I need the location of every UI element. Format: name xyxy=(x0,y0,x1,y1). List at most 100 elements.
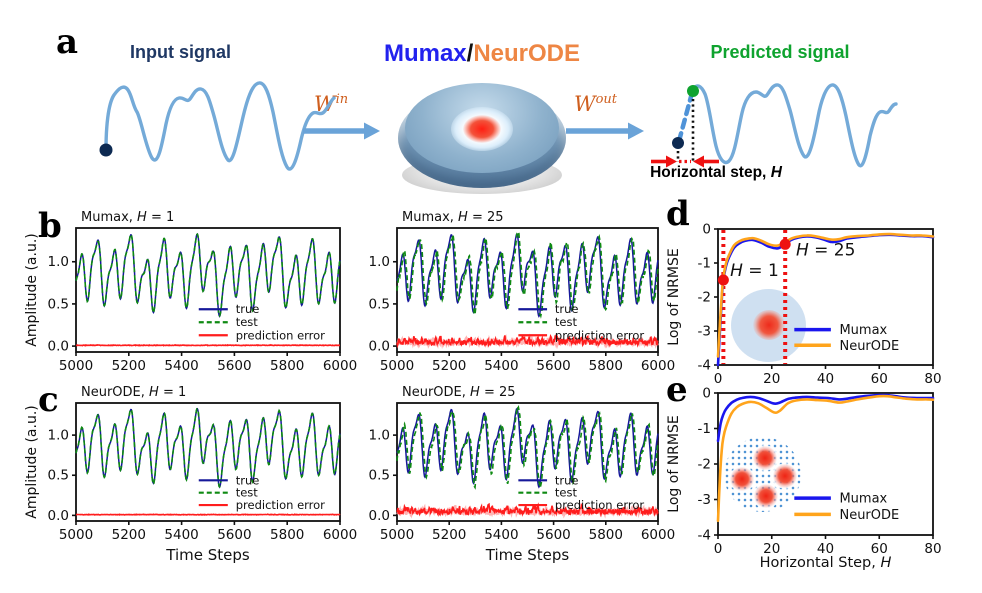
svg-text:Horizontal Step, H: Horizontal Step, H xyxy=(760,555,892,571)
svg-text:-4: -4 xyxy=(698,358,711,374)
panel-label-c: c xyxy=(38,380,59,420)
svg-text:1.0: 1.0 xyxy=(48,428,69,444)
predicted-signal-curve xyxy=(691,83,898,168)
svg-text:5600: 5600 xyxy=(536,527,570,543)
skyrmion-blob xyxy=(729,466,755,492)
svg-text:5200: 5200 xyxy=(432,358,466,374)
svg-text:Mumax, H = 25: Mumax, H = 25 xyxy=(402,210,504,225)
svg-text:NeurODE, H = 25: NeurODE, H = 25 xyxy=(402,385,516,400)
input-signal-label: Input signal xyxy=(130,42,231,62)
svg-text:Mumax: Mumax xyxy=(839,492,887,507)
svg-text:Log of NRMSE: Log of NRMSE xyxy=(666,415,682,512)
svg-text:0: 0 xyxy=(714,371,723,387)
svg-text:6000: 6000 xyxy=(323,527,357,543)
reservoir-title-slash: / xyxy=(466,40,474,67)
svg-text:H = 1: H = 1 xyxy=(730,261,779,281)
series-mumax xyxy=(716,393,935,443)
svg-text:6000: 6000 xyxy=(641,527,675,543)
svg-text:H = 25: H = 25 xyxy=(796,241,855,261)
svg-text:20: 20 xyxy=(763,371,780,387)
chart-c_left: 5000 5200 5400 5600 5800 6000 0.0 0.5 1.0 Amplitu… xyxy=(24,385,357,564)
svg-text:60: 60 xyxy=(871,371,888,387)
svg-text:5000: 5000 xyxy=(380,358,414,374)
panel-label-e: e xyxy=(666,370,688,410)
svg-text:80: 80 xyxy=(924,541,941,557)
series-prediction-error-pale xyxy=(396,503,659,519)
svg-text:Mumax: Mumax xyxy=(839,323,887,338)
svg-text:0.5: 0.5 xyxy=(48,296,69,312)
series-true xyxy=(396,232,659,318)
svg-text:Time Steps: Time Steps xyxy=(485,546,570,564)
svg-text:5200: 5200 xyxy=(112,527,146,543)
svg-text:5000: 5000 xyxy=(380,527,414,543)
horizontal-step-label: Horizontal step, H xyxy=(618,164,814,182)
marker-dot xyxy=(779,238,791,250)
svg-text:prediction error: prediction error xyxy=(555,328,644,342)
svg-text:-1: -1 xyxy=(698,256,711,272)
panel-label-a: a xyxy=(56,22,79,62)
w-out-base: W xyxy=(574,92,596,116)
skyrmion-blob xyxy=(753,483,779,509)
svg-text:0.0: 0.0 xyxy=(369,339,390,355)
svg-text:40: 40 xyxy=(817,541,834,557)
skyrmion-core xyxy=(463,115,501,143)
svg-text:0.5: 0.5 xyxy=(369,468,390,484)
input-start-dot xyxy=(99,143,113,157)
svg-text:5800: 5800 xyxy=(589,527,623,543)
w-in-arrow xyxy=(303,122,380,140)
svg-text:1.0: 1.0 xyxy=(369,254,390,270)
horizontal-step-prefix: Horizontal step, xyxy=(650,164,771,181)
svg-text:test: test xyxy=(555,486,578,500)
svg-text:5200: 5200 xyxy=(112,358,146,374)
series-test xyxy=(396,230,659,319)
series-prediction-error xyxy=(396,502,659,518)
svg-text:5000: 5000 xyxy=(59,527,93,543)
svg-text:true: true xyxy=(236,302,260,316)
svg-text:Time Steps: Time Steps xyxy=(165,546,250,564)
svg-text:-4: -4 xyxy=(698,528,711,544)
svg-text:6000: 6000 xyxy=(323,358,357,374)
predicted-point-dot xyxy=(687,85,699,97)
svg-text:prediction error: prediction error xyxy=(236,328,325,342)
svg-text:-2: -2 xyxy=(698,290,711,306)
svg-text:Amplitude (a.u.): Amplitude (a.u.) xyxy=(24,405,40,518)
multi-skyrmion-inset xyxy=(724,437,801,512)
svg-text:5400: 5400 xyxy=(164,358,198,374)
svg-text:5400: 5400 xyxy=(484,527,518,543)
svg-text:5800: 5800 xyxy=(270,527,304,543)
svg-text:1.0: 1.0 xyxy=(369,428,390,444)
svg-text:1.0: 1.0 xyxy=(48,254,69,270)
input-signal-curve xyxy=(104,81,336,171)
chart-b_left: 5000 5200 5400 5600 5800 6000 0.0 0.5 1.0 Amplitu… xyxy=(24,210,357,374)
skyrmion-blob xyxy=(753,310,785,340)
chart-e: 0 20 40 60 80 0 -1 -2 -3 -4 Log of NRMSE Horizontal… xyxy=(666,386,942,572)
reservoir-disk-illustration xyxy=(398,80,566,196)
svg-text:0.5: 0.5 xyxy=(48,468,69,484)
current-point-dot xyxy=(672,137,684,149)
chart-d: 0 20 40 60 80 0 -1 -2 -3 -4 Log of NRMSE H = 1 H = 2… xyxy=(666,222,942,388)
series-test xyxy=(75,407,341,489)
svg-text:5000: 5000 xyxy=(59,358,93,374)
series-prediction-error xyxy=(396,333,659,349)
w-out-arrow xyxy=(566,122,644,140)
svg-text:5800: 5800 xyxy=(270,358,304,374)
series-true xyxy=(75,407,341,489)
reservoir-title: Mumax/NeurODE xyxy=(342,40,622,68)
svg-text:0.0: 0.0 xyxy=(369,508,390,524)
svg-text:true: true xyxy=(555,473,579,487)
svg-text:20: 20 xyxy=(763,541,780,557)
svg-text:prediction error: prediction error xyxy=(236,498,325,512)
panel-label-b: b xyxy=(38,206,62,246)
svg-text:test: test xyxy=(236,486,259,500)
svg-text:5800: 5800 xyxy=(589,358,623,374)
svg-text:-1: -1 xyxy=(698,421,711,437)
svg-text:0.5: 0.5 xyxy=(369,296,390,312)
svg-text:NeurODE: NeurODE xyxy=(839,508,899,523)
svg-text:5600: 5600 xyxy=(536,358,570,374)
series-prediction-error xyxy=(75,343,340,347)
svg-text:0: 0 xyxy=(702,386,711,402)
svg-text:-3: -3 xyxy=(698,324,711,340)
svg-text:5400: 5400 xyxy=(484,358,518,374)
svg-text:NeurODE, H = 1: NeurODE, H = 1 xyxy=(81,385,186,400)
